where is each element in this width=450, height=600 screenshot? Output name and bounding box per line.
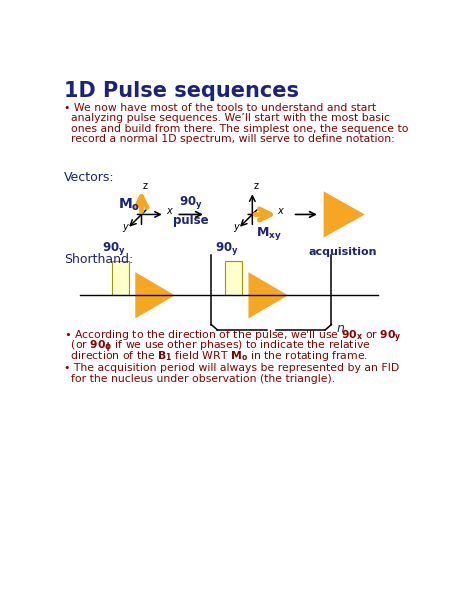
Text: $\mathbf{M_{xy}}$: $\mathbf{M_{xy}}$ [256,225,282,242]
Text: x: x [166,206,172,215]
Text: Vectors:: Vectors: [64,170,115,184]
Text: x: x [277,206,283,215]
Text: $\bullet$ According to the direction of the pulse, we'll use $\mathbf{90_x}$ or : $\bullet$ According to the direction of … [64,328,402,345]
Text: • We now have most of the tools to understand and start: • We now have most of the tools to under… [64,103,376,113]
Text: $\mathbf{M_o}$: $\mathbf{M_o}$ [118,197,140,214]
Text: (or $\mathbf{90_\phi}$ if we use other phases) to indicate the relative: (or $\mathbf{90_\phi}$ if we use other p… [64,339,371,355]
Text: for the nucleus under observation (the triangle).: for the nucleus under observation (the t… [64,374,335,384]
Bar [112,260,129,295]
Text: acquisition: acquisition [309,247,377,257]
Text: ones and build from there. The simplest one, the sequence to: ones and build from there. The simplest … [64,124,409,134]
Text: • The acquisition period will always be represented by an FID: • The acquisition period will always be … [64,364,399,373]
Text: $\mathbf{90_y}$: $\mathbf{90_y}$ [215,240,238,257]
Text: n: n [337,322,345,335]
Polygon shape [248,272,288,319]
Text: record a normal 1D spectrum, will serve to define notation:: record a normal 1D spectrum, will serve … [64,134,395,144]
Polygon shape [135,272,175,319]
Text: y: y [122,221,128,232]
Text: analyzing pulse sequences. We’ll start with the most basic: analyzing pulse sequences. We’ll start w… [64,113,390,123]
Text: $\mathbf{90_y}$: $\mathbf{90_y}$ [102,240,126,257]
Text: z: z [254,181,259,191]
Text: $\mathbf{90_y}$: $\mathbf{90_y}$ [179,194,203,211]
Text: pulse: pulse [173,214,209,227]
Text: y: y [234,221,239,232]
Text: Shorthand:: Shorthand: [64,253,133,266]
Text: z: z [143,181,148,191]
Polygon shape [324,191,365,238]
Text: 1D Pulse sequences: 1D Pulse sequences [64,81,299,101]
Text: direction of the $\mathbf{B_1}$ field WRT $\mathbf{M_o}$ in the rotating frame.: direction of the $\mathbf{B_1}$ field WR… [64,349,368,363]
Bar [225,260,242,295]
